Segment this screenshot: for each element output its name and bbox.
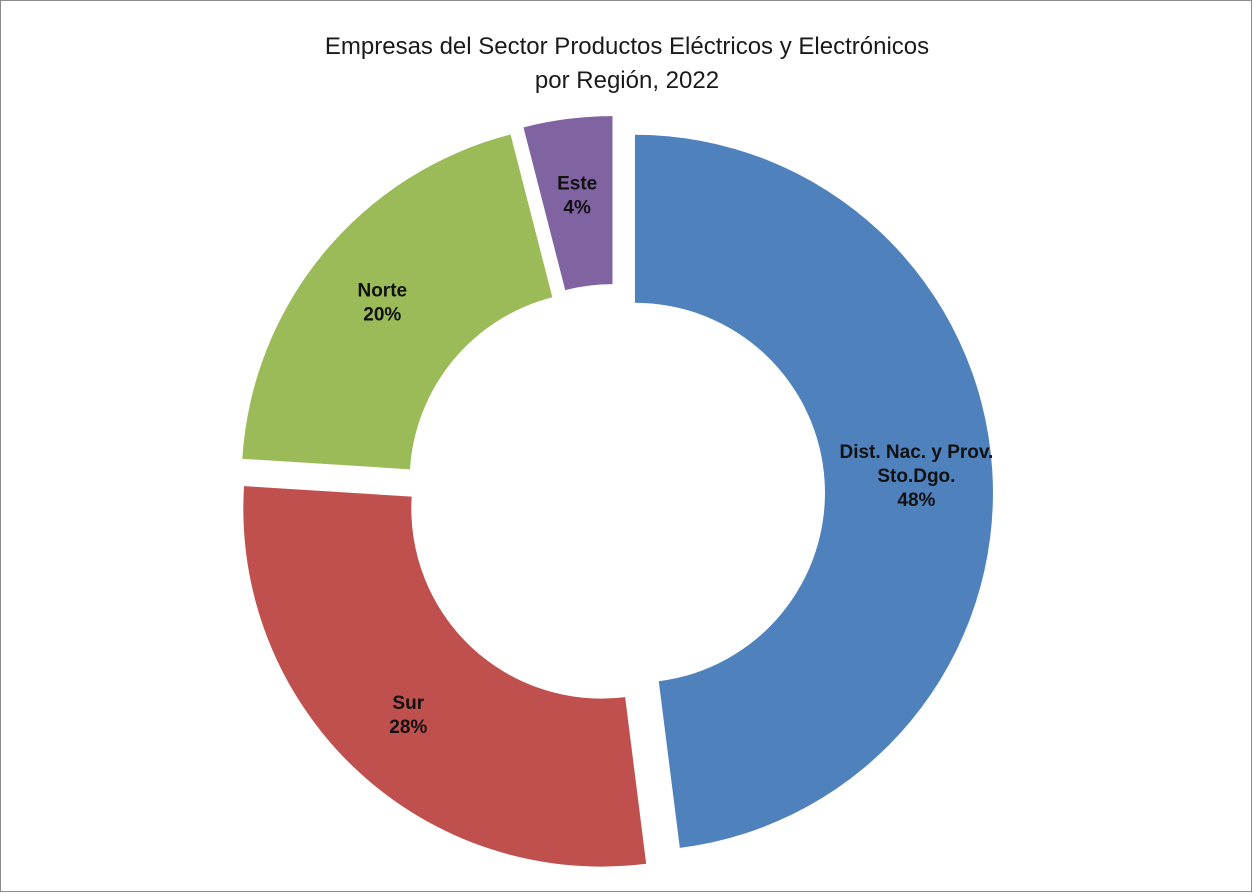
slice-name-1: Sur — [392, 693, 424, 714]
donut-slice-1 — [243, 486, 647, 867]
chart-title-line-1: Empresas del Sector Productos Eléctricos… — [324, 33, 930, 60]
chart-title-line-2: por Región, 2022 — [534, 67, 720, 94]
donut-slice-2 — [242, 134, 553, 470]
slice-percent-2: 20% — [363, 304, 401, 325]
slice-name-0: Sto.Dgo. — [877, 466, 955, 487]
slice-percent-1: 28% — [389, 717, 427, 738]
slice-name-2: Norte — [357, 280, 407, 301]
slice-label-3: Este 4% — [557, 173, 597, 218]
chart-title: Empresas del Sector Productos Eléctricos… — [0, 30, 1254, 98]
slice-label-0: Dist. Nac. y Prov. Sto.Dgo. 48% — [839, 442, 993, 511]
donut-slice-3 — [523, 116, 613, 291]
slice-percent-3: 4% — [563, 197, 591, 218]
slice-label-1: Sur 28% — [389, 693, 427, 738]
slice-name-3: Este — [557, 173, 597, 194]
donut-slice-0 — [634, 134, 993, 848]
slice-name-0: Dist. Nac. y Prov. — [839, 442, 993, 463]
slice-label-2: Norte 20% — [357, 280, 407, 325]
slice-percent-0: 48% — [897, 490, 935, 511]
